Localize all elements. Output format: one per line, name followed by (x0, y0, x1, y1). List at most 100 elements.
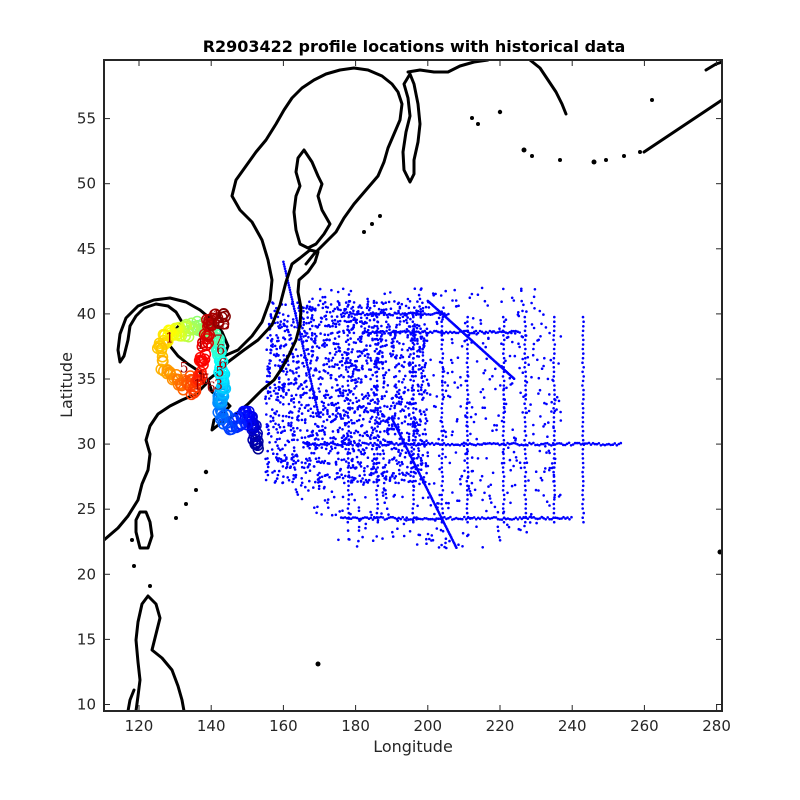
historical-point (354, 341, 358, 345)
historical-point (441, 475, 445, 478)
historical-point (359, 444, 363, 447)
historical-point (474, 517, 478, 521)
historical-point (296, 387, 300, 390)
historical-point (555, 408, 558, 411)
historical-point (363, 431, 367, 435)
historical-point (539, 415, 542, 418)
historical-point (346, 338, 350, 342)
historical-point (264, 457, 267, 461)
historical-point (484, 417, 488, 420)
historical-point (421, 453, 425, 457)
historical-point (513, 332, 517, 335)
historical-point (401, 330, 404, 333)
historical-point (375, 329, 379, 333)
historical-point (462, 441, 466, 445)
historical-point (539, 476, 543, 480)
historical-point (585, 442, 589, 445)
historical-point (321, 437, 324, 441)
historical-point (373, 385, 376, 389)
historical-point (615, 444, 619, 447)
historical-point (524, 379, 527, 383)
historical-point (363, 354, 367, 358)
historical-point (337, 335, 341, 338)
historical-point (516, 443, 519, 446)
historical-point (485, 457, 488, 460)
historical-point (265, 380, 269, 384)
historical-point (581, 411, 585, 415)
historical-point (354, 320, 358, 324)
historical-point (323, 443, 327, 446)
historical-point (395, 330, 398, 334)
historical-point (373, 401, 377, 404)
historical-point (422, 476, 426, 479)
historical-point (433, 312, 436, 315)
historical-point (494, 367, 497, 371)
historical-point (329, 441, 333, 445)
historical-point (581, 329, 585, 333)
historical-point (421, 301, 424, 305)
historical-point (553, 466, 556, 469)
historical-point (523, 315, 527, 319)
historical-point (506, 441, 509, 445)
historical-point (367, 331, 371, 335)
historical-point (453, 517, 456, 521)
historical-point (553, 438, 556, 442)
historical-point (276, 392, 280, 395)
historical-point (376, 352, 380, 355)
historical-point (379, 441, 382, 445)
historical-point (581, 475, 585, 478)
historical-point (425, 419, 429, 423)
historical-point (381, 367, 385, 370)
historical-point (371, 518, 375, 521)
historical-point (291, 453, 294, 456)
historical-point (498, 535, 501, 539)
historical-point (414, 439, 417, 442)
historical-point (304, 461, 307, 465)
historical-point (429, 313, 432, 317)
historical-point (294, 454, 297, 457)
historical-point (364, 478, 368, 482)
historical-point (281, 414, 285, 418)
historical-point (447, 506, 450, 510)
historical-point (318, 480, 322, 483)
historical-point (524, 411, 528, 415)
historical-point (418, 533, 422, 537)
historical-point (552, 366, 556, 369)
historical-point (296, 354, 300, 358)
historical-point (527, 479, 530, 482)
historical-point (481, 342, 485, 345)
historical-point (326, 333, 330, 337)
historical-point (536, 339, 539, 342)
historical-point (459, 384, 463, 387)
historical-point (466, 457, 469, 460)
historical-point (450, 433, 454, 437)
historical-point (543, 356, 546, 360)
historical-point (381, 413, 385, 417)
historical-point (375, 489, 378, 492)
historical-point (349, 431, 353, 435)
historical-point (269, 420, 273, 423)
historical-point (524, 388, 527, 392)
historical-point (349, 435, 353, 438)
historical-point (410, 386, 414, 390)
historical-point (318, 476, 322, 479)
historical-point (289, 465, 293, 468)
historical-point (523, 438, 526, 442)
historical-point (419, 327, 422, 331)
historical-point (408, 402, 411, 406)
historical-point (318, 429, 321, 433)
historical-point (406, 348, 410, 352)
historical-point (506, 491, 509, 495)
historical-point (275, 334, 278, 337)
historical-point (431, 313, 434, 316)
historical-point (282, 475, 285, 478)
historical-point (288, 288, 292, 292)
historical-point (367, 394, 371, 397)
historical-point (341, 516, 345, 520)
historical-point (527, 363, 530, 367)
historical-point (383, 518, 387, 521)
historical-point (412, 370, 416, 374)
historical-point (413, 330, 416, 334)
historical-point (506, 517, 510, 520)
historical-point (440, 361, 444, 365)
